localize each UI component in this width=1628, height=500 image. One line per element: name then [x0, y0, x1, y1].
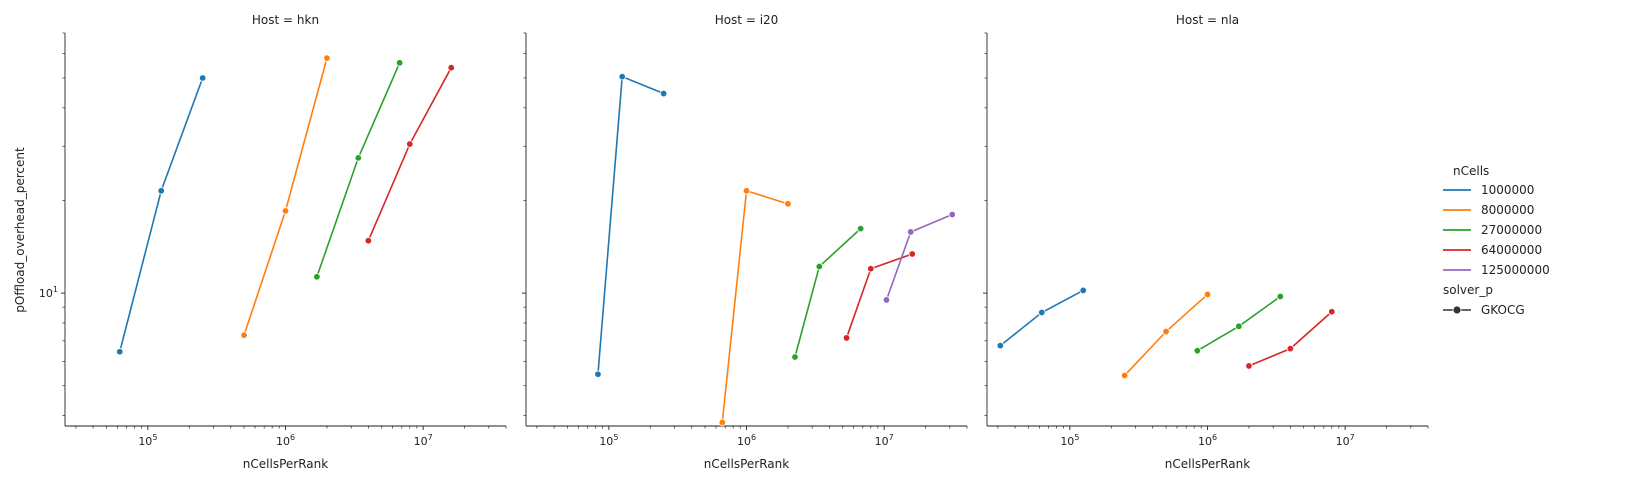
data-point: [908, 250, 916, 258]
data-point: [1276, 292, 1284, 301]
data-point: [364, 236, 373, 245]
data-point: [618, 72, 626, 81]
data-point: [1162, 327, 1170, 336]
legend-entry-64000000: 64000000: [1481, 243, 1542, 257]
x-axis-label: nCellsPerRank: [1165, 457, 1250, 471]
x-tick-label: 107: [875, 433, 894, 448]
legend-entry-8000000: 8000000: [1481, 203, 1534, 217]
data-point: [867, 265, 875, 273]
data-point: [948, 210, 956, 219]
x-tick-label: 105: [1060, 433, 1079, 448]
series-line-125000000: [885, 213, 953, 301]
legend: nCells 1000000 8000000 27000000 64000000 1250…: [1443, 164, 1550, 317]
data-point: [594, 370, 602, 378]
panel-title: Host = i20: [715, 13, 779, 27]
data-point: [718, 418, 726, 427]
data-point: [354, 154, 362, 162]
legend-hue-title: nCells: [1453, 164, 1489, 178]
x-tick-label: 105: [138, 433, 157, 448]
series-line-1000000: [597, 75, 664, 375]
data-point: [116, 348, 124, 356]
series-line-64000000: [1248, 311, 1333, 367]
y-tick-label: 101: [39, 285, 58, 300]
facet-panel-2: Host = i20 105 106 107 nCellsPerRank: [522, 13, 968, 471]
legend-style-marker: [1452, 305, 1462, 315]
legend-entry-1000000: 1000000: [1481, 183, 1534, 197]
data-point: [1203, 290, 1212, 299]
data-point: [313, 273, 321, 281]
legend-entry-125000000: 125000000: [1481, 263, 1550, 277]
x-tick-label: 106: [276, 433, 295, 448]
data-point: [659, 89, 668, 98]
x-tick-label: 105: [599, 433, 618, 448]
series-line-8000000: [243, 57, 328, 336]
data-point: [742, 187, 751, 195]
data-point: [1286, 344, 1295, 353]
series-line-64000000: [367, 67, 452, 242]
facet-panel-3: Host = nla 105 106 107 nCellsPerRank: [983, 13, 1429, 471]
data-point: [996, 341, 1005, 350]
data-point: [198, 74, 207, 82]
data-point: [240, 331, 248, 339]
data-point: [157, 187, 165, 195]
series-line-64000000: [845, 253, 913, 339]
series-line-8000000: [721, 189, 789, 423]
x-tick-label: 106: [737, 433, 756, 448]
data-point: [406, 140, 414, 148]
data-point: [815, 262, 823, 271]
legend-style-title: solver_p: [1443, 283, 1493, 297]
x-tick-label: 106: [1198, 433, 1217, 448]
legend-style-entry: GKOCG: [1481, 303, 1525, 317]
data-point: [1328, 308, 1336, 316]
data-point: [907, 228, 915, 236]
data-point: [842, 334, 851, 342]
series-line-1000000: [999, 289, 1084, 347]
panel-title: Host = hkn: [252, 13, 319, 27]
data-point: [1245, 362, 1253, 370]
x-axis-label: nCellsPerRank: [243, 457, 328, 471]
data-point: [1079, 286, 1087, 295]
data-point: [395, 59, 404, 67]
x-tick-label: 107: [414, 433, 433, 448]
x-tick-label: 107: [1336, 433, 1355, 448]
facet-panel-1: Host = hkn 105 106 107 101 nCellsPerRank: [39, 13, 507, 471]
series-line-27000000: [794, 228, 862, 358]
data-point: [1038, 308, 1046, 317]
data-point: [791, 353, 799, 361]
data-point: [1193, 346, 1202, 355]
data-point: [1235, 322, 1243, 331]
data-point: [1120, 371, 1129, 380]
data-point: [882, 296, 891, 304]
data-point: [281, 207, 290, 215]
data-point: [323, 54, 331, 62]
data-point: [784, 200, 792, 208]
series-line-1000000: [118, 77, 204, 352]
y-axis-label: pOffload_overhead_percent: [13, 147, 27, 313]
x-axis-label: nCellsPerRank: [704, 457, 789, 471]
legend-entry-27000000: 27000000: [1481, 223, 1542, 237]
data-point: [447, 63, 455, 72]
panel-title: Host = nla: [1176, 13, 1239, 27]
series-line-27000000: [316, 62, 401, 278]
data-point: [856, 224, 865, 233]
